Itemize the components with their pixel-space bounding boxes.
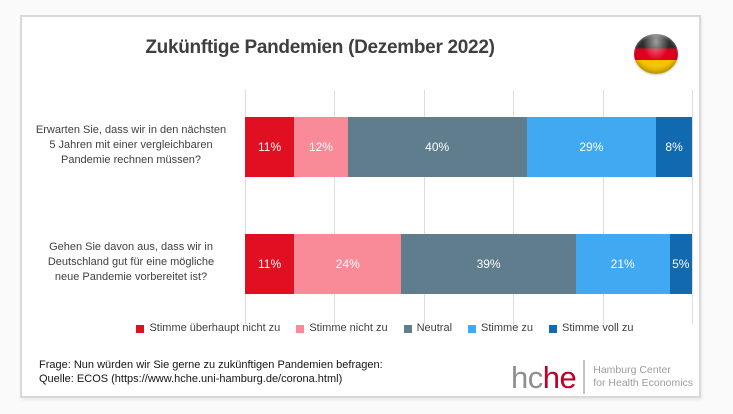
legend-swatch-icon bbox=[468, 325, 477, 333]
bar-segment: 11% bbox=[245, 117, 295, 177]
chart-card: Zukünftige Pandemien (Dezember 2022) 11%… bbox=[20, 15, 701, 398]
bar-row-2: 11% 24% 39% 21% 5% bbox=[245, 234, 692, 294]
legend-item: Stimme zu bbox=[468, 322, 533, 334]
hche-logo-gray-letters: hc bbox=[511, 359, 543, 395]
legend-item: Neutral bbox=[403, 322, 453, 334]
bar-row-1: 11% 12% 40% 29% 8% bbox=[245, 117, 692, 177]
chart-title: Zukünftige Pandemien (Dezember 2022) bbox=[145, 37, 495, 58]
legend: Stimme überhaupt nicht zu Stimme nicht zu… bbox=[22, 322, 703, 334]
gridline-0pct bbox=[245, 90, 246, 324]
legend-swatch-icon bbox=[296, 325, 305, 333]
category-label-2: Gehen Sie davon aus, dass wir in Deutsch… bbox=[47, 241, 215, 283]
legend-item: Stimme nicht zu bbox=[296, 322, 388, 334]
bar-segment: 5% bbox=[669, 234, 692, 294]
bar-segment: 12% bbox=[294, 117, 348, 177]
legend-item: Stimme überhaupt nicht zu bbox=[136, 322, 280, 334]
footer-source: Quelle: ECOS (https://www.hche.uni-hambu… bbox=[39, 373, 343, 385]
bar-segment: 29% bbox=[526, 117, 657, 177]
gridline-60pct bbox=[513, 90, 515, 324]
gridline-100pct bbox=[692, 90, 693, 324]
hche-logo-tagline: Hamburg Center for Health Economics bbox=[593, 364, 693, 390]
hche-logo-divider bbox=[583, 360, 586, 394]
legend-swatch-icon bbox=[403, 325, 412, 333]
bar-segment: 40% bbox=[347, 117, 527, 177]
legend-swatch-icon bbox=[549, 325, 557, 333]
bar-segment: 39% bbox=[401, 234, 576, 294]
category-label-1: Erwarten Sie, dass wir in den nächsten 5… bbox=[35, 124, 227, 166]
hche-logo-red-letters: he bbox=[542, 359, 577, 395]
hche-logo-tagline-line1: Hamburg Center bbox=[593, 364, 671, 376]
bar-segment: 21% bbox=[575, 234, 670, 294]
legend-label: Stimme nicht zu bbox=[309, 322, 388, 334]
legend-label: Neutral bbox=[416, 322, 453, 334]
legend-label: Stimme voll zu bbox=[562, 322, 634, 334]
hche-logo: hche Hamburg Center for Health Economics bbox=[511, 354, 693, 400]
legend-label: Stimme überhaupt nicht zu bbox=[149, 322, 281, 334]
hche-logo-wordmark: hche bbox=[511, 359, 577, 395]
legend-label: Stimme zu bbox=[481, 322, 533, 334]
legend-swatch-icon bbox=[136, 325, 145, 333]
bar-segment: 8% bbox=[656, 117, 692, 177]
footer: Frage: Nun würden wir Sie gerne zu zukün… bbox=[39, 358, 383, 386]
legend-item: Stimme voll zu bbox=[549, 322, 634, 334]
gridline-80pct bbox=[602, 90, 604, 324]
germany-flag-icon bbox=[634, 34, 678, 74]
footer-question-note: Frage: Nun würden wir Sie gerne zu zukün… bbox=[39, 359, 383, 371]
bar-segment: 11% bbox=[245, 234, 295, 294]
plot-area: 11% 12% 40% 29% 8% 11% 24% 39% 21% 5% bbox=[245, 90, 693, 324]
gridline-40pct bbox=[423, 90, 425, 324]
gridline-20pct bbox=[334, 90, 336, 324]
bar-segment: 24% bbox=[294, 234, 402, 294]
hche-logo-tagline-line2: for Health Economics bbox=[593, 377, 694, 389]
